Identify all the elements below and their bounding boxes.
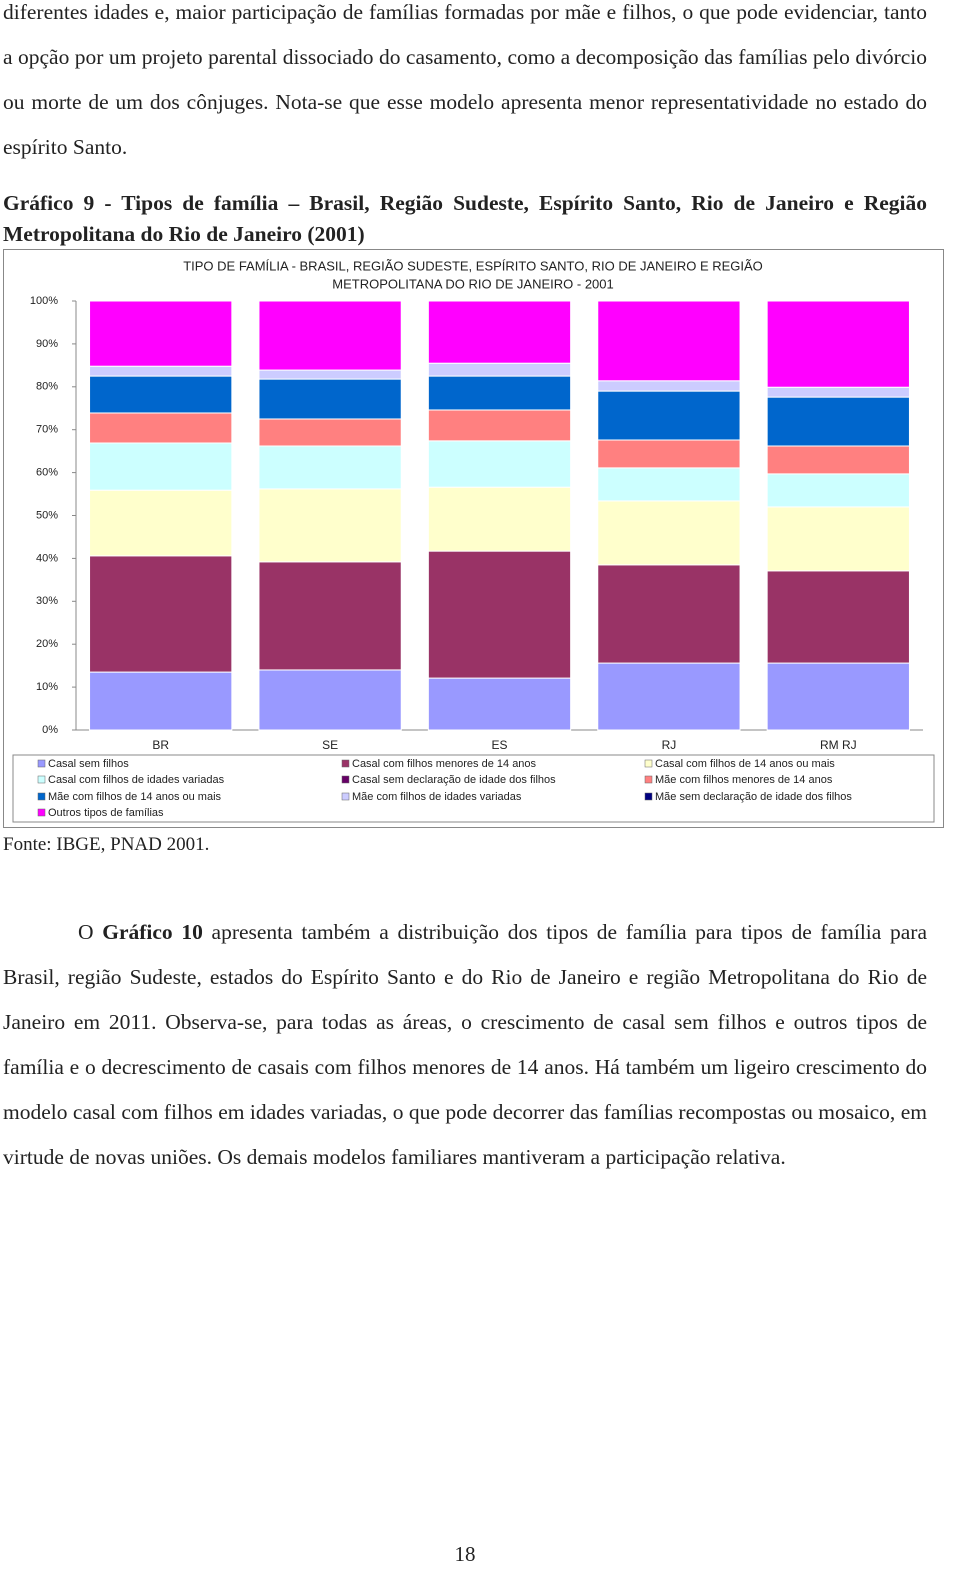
x-tick-label: ES [491, 738, 507, 752]
bar-segment [258, 445, 402, 490]
bold-text: Gráfico 10 [102, 920, 203, 944]
y-tick-label: 10% [36, 681, 58, 693]
source-note: Fonte: IBGE, PNAD 2001. [3, 834, 210, 855]
bar-segment [89, 300, 233, 367]
bar-segment [427, 486, 572, 552]
bar-segment [427, 409, 572, 442]
x-tick-label: RM RJ [820, 738, 857, 752]
bar-segment [766, 570, 910, 664]
bar-segment [89, 375, 233, 414]
figure-caption: Gráfico 9 - Tipos de família – Brasil, R… [3, 191, 927, 246]
chart: TIPO DE FAMÍLIA - BRASIL, REGIÃO SUDESTE… [3, 249, 944, 828]
bar-segment [89, 555, 233, 673]
legend-label: Casal com filhos de idades variadas [48, 774, 225, 786]
bar-segment [597, 467, 741, 502]
bar-segment [89, 671, 233, 731]
bar-segment [766, 396, 910, 447]
bar-segment [766, 386, 910, 398]
bar-segment [766, 300, 910, 388]
bar-segment [597, 300, 741, 382]
bar-segment [89, 412, 233, 444]
bar-segment [597, 500, 741, 566]
bar-segment [597, 439, 741, 469]
bar-segment [89, 442, 233, 491]
chart-title: TIPO DE FAMÍLIA - BRASIL, REGIÃO SUDESTE… [183, 258, 763, 273]
legend-swatch [37, 808, 46, 817]
bar-segment [258, 369, 402, 380]
bar-segment [766, 473, 910, 508]
bar-segment [258, 561, 402, 671]
legend-label: Mãe sem declaração de idade dos filhos [655, 791, 852, 803]
legend-swatch [341, 792, 350, 801]
y-tick-label: 30% [36, 595, 58, 607]
legend-label: Mãe com filhos de idades variadas [352, 791, 522, 803]
legend-box [12, 754, 935, 823]
bar-segment [597, 662, 741, 731]
bar-segment [427, 375, 572, 411]
legend-swatch [644, 759, 653, 768]
bar-segment [427, 300, 572, 364]
y-tick-label: 20% [36, 638, 58, 650]
bar-segment [258, 669, 402, 731]
y-tick-label: 60% [36, 467, 58, 479]
legend-label: Casal sem declaração de idade dos filhos [352, 774, 556, 786]
bar-segment [258, 418, 402, 447]
paragraph: O Gráfico 10 apresenta também a distribu… [3, 910, 927, 1180]
bar-segment [597, 390, 741, 441]
bar-segment [766, 506, 910, 572]
text: O [78, 920, 103, 944]
y-tick-label: 90% [36, 338, 58, 350]
legend-label: Outros tipos de famílias [48, 807, 164, 819]
legend-label: Casal com filhos de 14 anos ou mais [655, 758, 835, 770]
y-tick-label: 0% [42, 724, 58, 736]
y-tick-label: 40% [36, 552, 58, 564]
legend-swatch [37, 792, 46, 801]
page-number: 18 [454, 1542, 476, 1566]
x-tick-label: BR [152, 738, 169, 752]
legend-swatch [341, 759, 350, 768]
legend-label: Mãe com filhos menores de 14 anos [655, 774, 833, 786]
bar-segment [89, 489, 233, 557]
bar-segment [766, 445, 910, 475]
bar-segment [258, 378, 402, 420]
bar-segment [89, 365, 233, 377]
x-tick-label: RJ [662, 738, 677, 752]
bar-segment [258, 488, 402, 563]
bar-segment [427, 362, 572, 377]
y-tick-label: 70% [36, 424, 58, 436]
legend-swatch [341, 775, 350, 784]
legend-label: Casal com filhos menores de 14 anos [352, 758, 537, 770]
chart-title: METROPOLITANA DO RIO DE JANEIRO - 2001 [332, 276, 614, 291]
legend-label: Casal sem filhos [48, 758, 129, 770]
y-tick-label: 100% [30, 295, 58, 307]
bar-segment [427, 440, 572, 488]
bar-segment [766, 662, 910, 731]
bar-segment [597, 564, 741, 664]
legend-swatch [644, 775, 653, 784]
x-tick-label: SE [322, 738, 338, 752]
paragraph: diferentes idades e, maior participação … [3, 0, 927, 159]
bar-segment [427, 550, 572, 679]
y-tick-label: 80% [36, 381, 58, 393]
text: apresenta também a distribuição dos tipo… [3, 920, 927, 1169]
bar-segment [597, 380, 741, 392]
legend-swatch [37, 759, 46, 768]
bar-segment [427, 677, 572, 731]
legend-swatch [644, 792, 653, 801]
legend-label: Mãe com filhos de 14 anos ou mais [48, 791, 222, 803]
bar-segment [258, 300, 402, 371]
y-tick-label: 50% [36, 509, 58, 521]
legend-swatch [37, 775, 46, 784]
